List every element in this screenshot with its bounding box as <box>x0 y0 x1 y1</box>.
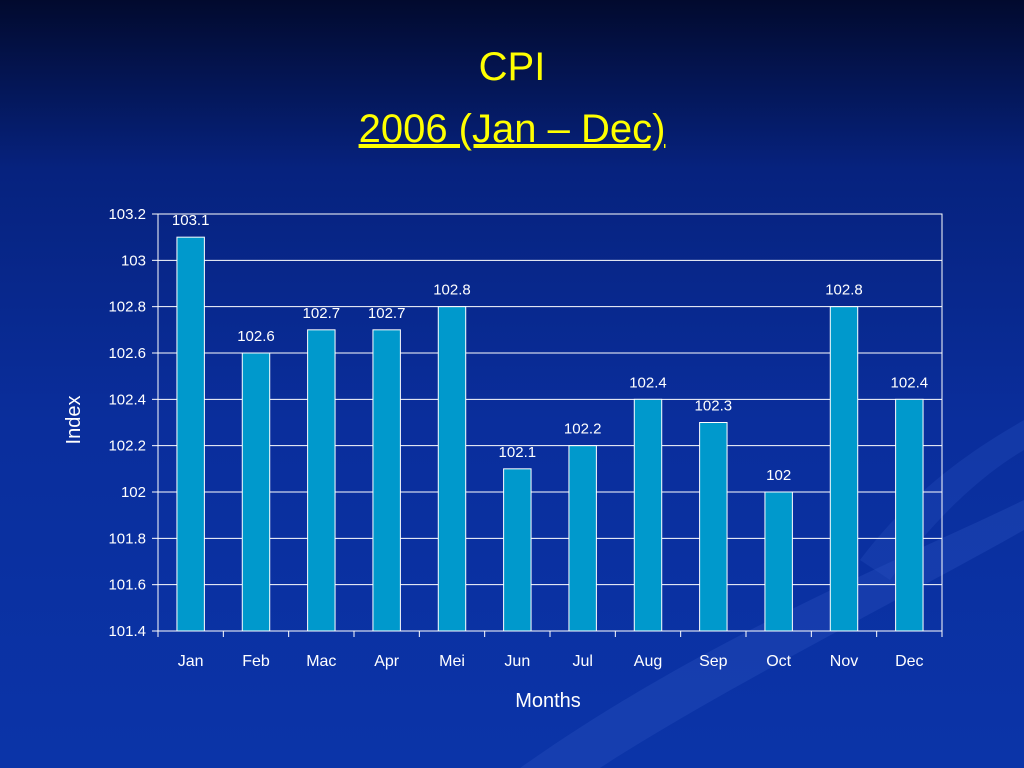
bar-jun <box>503 468 532 632</box>
bar-oct <box>764 491 793 632</box>
x-tick-label: Mei <box>439 653 465 670</box>
data-label: 102 <box>766 467 791 484</box>
x-tick-label: Feb <box>242 653 270 670</box>
bar-jul <box>568 445 597 632</box>
data-labels: 103.1 102.6 102.7 102.7 102.8 102.1 102.2 102.4… <box>172 212 928 484</box>
bar-jan <box>176 236 205 632</box>
data-label: 102.3 <box>695 398 733 415</box>
y-tick-label: 102.8 <box>108 299 146 316</box>
data-label: 102.8 <box>433 282 471 299</box>
y-tick-label: 102.4 <box>108 391 146 408</box>
x-tick-label: Apr <box>374 653 400 670</box>
data-label: 102.4 <box>629 374 667 391</box>
y-tick-label: 101.8 <box>108 530 146 547</box>
bar-nov <box>829 306 859 632</box>
x-tick-label: Jan <box>178 653 204 670</box>
data-label: 102.2 <box>564 421 602 438</box>
slide-title: CPI <box>478 45 546 89</box>
x-tick-label: Oct <box>766 653 791 670</box>
bar-aug <box>633 398 663 632</box>
x-axis-ticks: Jan Feb Mac Apr Mei Jun Jul Aug Sep Oct Nov Dec <box>157 631 943 670</box>
y-tick-label: 102 <box>121 484 146 501</box>
y-tick-label: 101.4 <box>108 623 146 640</box>
gridlines <box>158 213 942 632</box>
x-tick-label: Aug <box>634 653 662 670</box>
x-tick-label: Jun <box>504 653 530 670</box>
bar-feb <box>241 352 271 632</box>
y-tick-label: 101.6 <box>108 577 146 594</box>
bar-dec <box>895 398 924 632</box>
y-axis-label: Index <box>63 396 85 445</box>
bar-mei <box>437 306 467 632</box>
y-tick-label: 102.2 <box>108 438 146 455</box>
data-label: 102.7 <box>368 305 406 322</box>
data-label: 102.7 <box>303 305 341 322</box>
bar-mac <box>307 329 336 632</box>
bars <box>176 236 924 632</box>
data-label: 103.1 <box>172 212 210 229</box>
x-tick-label: Dec <box>895 653 923 670</box>
y-tick-label: 103.2 <box>108 206 146 223</box>
x-axis-label: Months <box>515 690 581 712</box>
bar-sep <box>699 422 728 632</box>
y-axis-ticks: 101.4 101.6 101.8 102 102.2 102.4 102.6 102.8 10… <box>108 206 158 640</box>
data-label: 102.4 <box>891 374 929 391</box>
x-tick-label: Jul <box>572 653 592 670</box>
x-tick-label: Nov <box>830 653 858 670</box>
data-label: 102.6 <box>237 328 275 345</box>
plot-area-frame <box>157 213 943 632</box>
x-tick-label: Mac <box>306 653 336 670</box>
slide-subtitle: 2006 (Jan – Dec) <box>358 107 666 151</box>
x-tick-label: Sep <box>699 653 728 670</box>
data-label: 102.8 <box>825 282 863 299</box>
bar-apr <box>372 329 401 632</box>
data-label: 102.1 <box>499 444 537 461</box>
y-tick-label: 103 <box>121 252 146 269</box>
y-tick-label: 102.6 <box>108 345 146 362</box>
